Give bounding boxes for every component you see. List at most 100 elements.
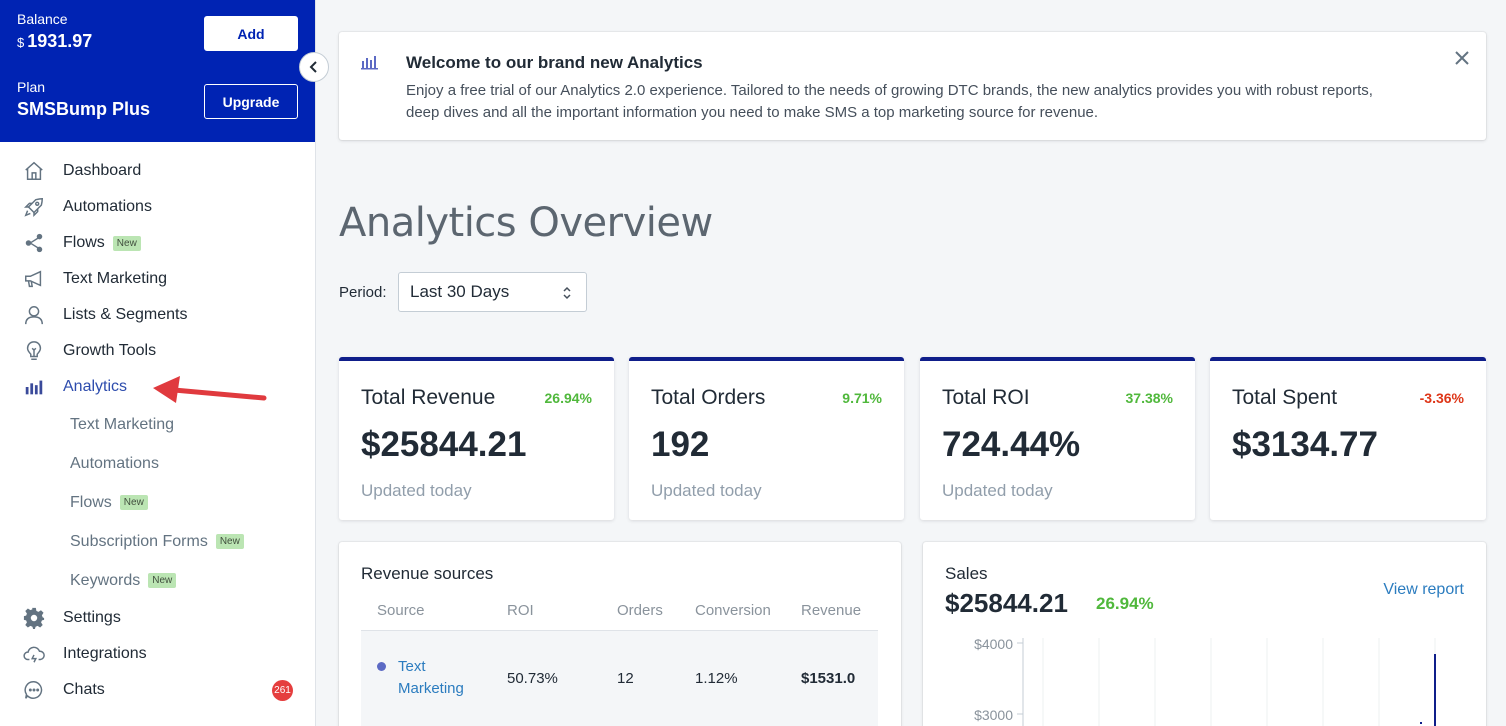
nav-item-text-marketing[interactable]: Text Marketing — [0, 261, 315, 297]
lightbulb-icon — [22, 339, 46, 363]
balance-value: $1931.97 — [17, 31, 92, 52]
plan-label: Plan — [17, 79, 46, 95]
plan-value: SMSBump Plus — [17, 99, 151, 119]
stat-percent: -3.36% — [1419, 390, 1464, 406]
y-tick-label: $4000 — [974, 636, 1013, 652]
stat-title: Total Orders — [651, 386, 766, 409]
main-nav: Dashboard Automations Flows New Text Mar… — [0, 153, 315, 708]
stat-value: 192 — [651, 425, 710, 464]
nav-item-growth-tools[interactable]: Growth Tools — [0, 333, 315, 369]
nav-item-analytics[interactable]: Analytics — [0, 369, 315, 405]
new-badge: New — [148, 573, 177, 588]
nav-item-settings[interactable]: Settings — [0, 600, 315, 636]
stat-title: Total Revenue — [361, 386, 496, 409]
upgrade-button[interactable]: Upgrade — [204, 84, 298, 119]
close-icon[interactable] — [1454, 50, 1470, 66]
stat-title: Total Spent — [1232, 386, 1338, 409]
new-badge: New — [215, 534, 244, 549]
stat-title: Total ROI — [942, 386, 1030, 409]
column-header: Conversion — [695, 592, 801, 631]
card-title: Revenue sources — [361, 564, 494, 583]
nav-item-flows[interactable]: Flows New — [0, 225, 315, 261]
sales-value: $25844.21 — [945, 588, 1068, 618]
stat-percent: 9.71% — [842, 390, 882, 406]
account-panel: Balance $1931.97 Add Plan SMSBump Plus U… — [0, 0, 315, 142]
nav-label: Chats — [63, 681, 105, 698]
stat-percent: 26.94% — [544, 390, 592, 406]
period-select[interactable]: Last 30 Days — [398, 272, 587, 312]
add-balance-button[interactable]: Add — [204, 16, 298, 51]
revenue-sources-card: Revenue sources Source ROI Orders Conver… — [339, 542, 901, 726]
nav-label: Integrations — [63, 645, 147, 662]
rocket-icon — [22, 195, 46, 219]
chat-bubble-icon — [22, 678, 46, 702]
column-header: ROI — [507, 592, 617, 631]
stat-value: 724.44% — [942, 425, 1081, 464]
balance-amount: 1931.97 — [27, 31, 93, 51]
sub-item-label: Subscription Forms — [70, 532, 208, 550]
sub-item-subscription-forms[interactable]: Subscription Forms New — [0, 522, 315, 561]
roi-cell: 50.73% — [507, 630, 617, 726]
nav-item-lists-segments[interactable]: Lists & Segments — [0, 297, 315, 333]
orders-cell: 12 — [617, 630, 695, 726]
new-badge: New — [112, 235, 141, 251]
conversion-cell: 1.12% — [695, 630, 801, 726]
sales-percent: 26.94% — [1096, 594, 1154, 613]
nav-item-automations[interactable]: Automations — [0, 189, 315, 225]
stat-card-total-revenue: Total Revenue 26.94% $25844.21 Updated t… — [339, 357, 614, 520]
gear-icon — [22, 606, 46, 630]
analytics-icon — [361, 56, 378, 70]
stat-card-total-spent: Total Spent -3.36% $3134.77 — [1210, 357, 1486, 520]
revenue-cell: $1531.0 — [801, 630, 878, 726]
sub-item-automations[interactable]: Automations — [0, 444, 315, 483]
stat-updated: Updated today — [361, 481, 472, 500]
sales-card: $4000 $3000 Sales $25844.21 26.94% View … — [923, 542, 1486, 726]
nav-label: Text Marketing — [63, 270, 168, 287]
nav-label: Flows — [63, 234, 105, 251]
stat-value: $3134.77 — [1232, 425, 1378, 464]
stat-updated: Updated today — [651, 481, 762, 500]
nav-label: Growth Tools — [63, 342, 157, 359]
sub-item-flows[interactable]: Flows New — [0, 483, 315, 522]
chart-grid — [1042, 638, 1436, 726]
card-title: Sales — [945, 564, 988, 583]
column-header: Source — [361, 592, 507, 631]
column-header: Revenue — [801, 592, 878, 631]
stat-value: $25844.21 — [361, 425, 527, 464]
table-row: Text Marketing 50.73% 12 1.12% $1531.0 — [361, 630, 878, 726]
currency-symbol: $ — [17, 35, 25, 50]
source-link[interactable]: Text Marketing — [377, 656, 507, 700]
source-name: Text Marketing — [398, 658, 464, 698]
nav-label: Settings — [63, 609, 121, 626]
revenue-sources-table: Source ROI Orders Conversion Revenue Tex… — [361, 592, 878, 726]
share-icon — [22, 231, 46, 255]
chats-count-badge: 261 — [272, 679, 293, 701]
nav-item-dashboard[interactable]: Dashboard — [0, 153, 315, 189]
cloud-icon — [22, 642, 46, 666]
sub-item-label: Flows — [70, 493, 112, 511]
nav-label: Automations — [63, 198, 152, 215]
sub-item-text-marketing[interactable]: Text Marketing — [0, 405, 315, 444]
nav-label: Dashboard — [63, 162, 142, 179]
source-cell: Text Marketing — [361, 630, 507, 726]
stat-card-total-roi: Total ROI 37.38% 724.44% Updated today — [920, 357, 1195, 520]
table-header-row: Source ROI Orders Conversion Revenue — [361, 592, 878, 631]
megaphone-icon — [22, 267, 46, 291]
nav-item-integrations[interactable]: Integrations — [0, 636, 315, 672]
sub-item-label: Keywords — [70, 571, 141, 589]
page-title: Analytics Overview — [339, 200, 713, 246]
collapse-sidebar-button[interactable] — [299, 52, 329, 82]
chevron-left-icon — [309, 61, 317, 73]
sidebar: Balance $1931.97 Add Plan SMSBump Plus U… — [0, 0, 316, 726]
select-arrows-icon — [563, 286, 571, 300]
new-badge: New — [119, 495, 148, 510]
sub-item-keywords[interactable]: Keywords New — [0, 561, 315, 600]
balance-label: Balance — [17, 11, 68, 27]
sub-item-label: Automations — [70, 454, 159, 472]
home-icon — [22, 159, 46, 183]
view-report-link[interactable]: View report — [1383, 581, 1464, 598]
nav-item-chats[interactable]: Chats 261 — [0, 672, 315, 708]
sub-item-label: Text Marketing — [70, 415, 175, 433]
column-header: Orders — [617, 592, 695, 631]
stat-updated: Updated today — [942, 481, 1053, 500]
